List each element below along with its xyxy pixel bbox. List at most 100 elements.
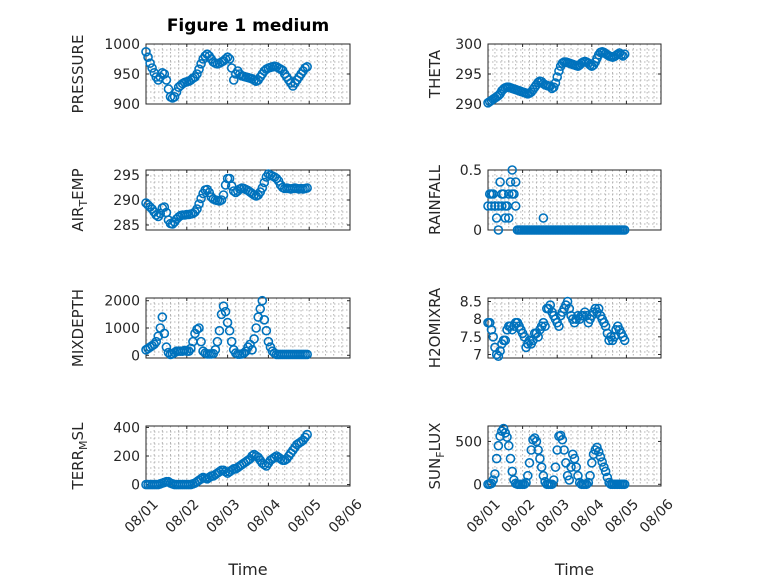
data-point — [567, 449, 578, 460]
data-point — [224, 54, 235, 64]
y-axis-label: SUNFLUX — [426, 423, 447, 490]
data-point — [220, 54, 231, 64]
data-point — [171, 87, 182, 97]
series-markers — [483, 165, 630, 235]
data-point — [493, 225, 504, 235]
data-point — [586, 458, 597, 468]
data-point — [497, 189, 507, 199]
data-point — [550, 78, 561, 88]
data-point — [269, 452, 280, 463]
data-point — [222, 52, 233, 63]
data-point — [257, 295, 268, 306]
data-point — [619, 335, 630, 346]
y-axis-label-part: H2OMIXRA — [426, 287, 444, 368]
data-point — [498, 423, 509, 434]
y-axis-label-subscript: F — [434, 451, 447, 457]
x-tick-label: 08/05 — [285, 496, 325, 536]
data-point — [521, 477, 531, 488]
data-point — [500, 213, 511, 223]
data-point — [619, 479, 630, 490]
series-markers — [483, 296, 630, 362]
y-axis-label-part: SL — [69, 422, 87, 441]
data-point — [228, 75, 239, 85]
y-tick-label: 200 — [113, 449, 140, 465]
data-point — [500, 428, 511, 438]
theta-panel: 290 295 300 THETA — [426, 37, 662, 113]
data-point — [220, 306, 231, 317]
x-tick-label: 08/02 — [498, 496, 538, 536]
y-tick-label: 7.5 — [460, 330, 482, 346]
y-tick-label: 1000 — [104, 321, 140, 337]
data-point — [554, 321, 564, 332]
data-point — [192, 324, 202, 335]
data-point — [259, 315, 270, 325]
data-point — [141, 46, 151, 57]
data-point — [522, 470, 533, 481]
data-point — [247, 345, 257, 355]
mixdepth-panel: 0 1000 2000 MIXDEPTH — [69, 289, 351, 367]
data-point — [192, 204, 202, 214]
y-tick-label: 900 — [113, 97, 140, 113]
data-point — [562, 470, 573, 481]
y-axis-label-subscript: T — [77, 200, 90, 208]
data-point — [488, 475, 498, 485]
data-point — [585, 470, 595, 481]
data-point — [490, 469, 500, 479]
x-tick-label: 08/02 — [163, 496, 203, 536]
plot-area — [488, 44, 661, 104]
rainfall-panel: 0 0.5 RAINFALL — [426, 163, 662, 239]
data-point — [196, 58, 206, 69]
data-point — [302, 183, 312, 193]
series-markers — [483, 46, 630, 108]
y-axis-label: RAINFALL — [426, 164, 444, 235]
data-point — [535, 453, 545, 464]
data-point — [263, 336, 274, 347]
data-point — [526, 445, 537, 455]
data-point — [194, 323, 204, 333]
data-point — [600, 466, 611, 477]
data-point — [491, 453, 502, 464]
data-point — [502, 432, 512, 442]
series-markers — [141, 169, 312, 229]
y-axis-label-part: AIR — [69, 207, 87, 232]
x-tick-label: 08/06 — [326, 496, 366, 536]
terr-msl-panel: 0 200 400 08/01 08/02 08/03 08/04 08/05 08/06 TER… — [69, 420, 366, 579]
y-axis-label-part: RAINFALL — [426, 164, 444, 235]
data-point — [194, 64, 204, 74]
x-tick-label: 08/03 — [203, 496, 243, 536]
y-axis-label-part: LUX — [426, 423, 444, 452]
y-axis-label-part: MIXDEPTH — [69, 289, 87, 367]
data-point — [257, 183, 268, 193]
y-axis-label: PRESSURE — [69, 35, 87, 114]
data-point — [212, 336, 223, 347]
y-tick-label: 500 — [455, 434, 482, 450]
data-point — [569, 453, 580, 464]
data-point — [612, 49, 623, 60]
data-point — [145, 58, 155, 69]
data-point — [564, 475, 575, 485]
data-point — [510, 201, 521, 211]
data-point — [161, 75, 172, 85]
x-axis-label: Time — [554, 560, 594, 579]
y-tick-label: 950 — [113, 67, 140, 83]
y-tick-label: 8 — [473, 312, 482, 328]
data-point — [557, 434, 568, 445]
y-tick-label: 2000 — [104, 294, 140, 310]
data-point — [519, 479, 530, 490]
x-tick-label: 08/05 — [602, 496, 642, 536]
data-point — [184, 346, 194, 356]
data-point — [595, 452, 606, 462]
y-tick-label: 8.5 — [460, 295, 482, 311]
data-point — [220, 466, 231, 477]
data-point — [505, 177, 516, 187]
x-tick-label: 08/04 — [244, 496, 284, 536]
data-point — [159, 328, 170, 339]
y-tick-label: 295 — [113, 168, 140, 184]
y-axis-label-part: THETA — [426, 49, 444, 99]
pressure-panel: 900 950 1000 PRESSURE Figure 1 medium — [69, 16, 351, 114]
data-point — [547, 479, 557, 490]
data-point — [585, 60, 595, 70]
data-point — [503, 213, 514, 223]
y-tick-label: 1000 — [104, 37, 140, 53]
